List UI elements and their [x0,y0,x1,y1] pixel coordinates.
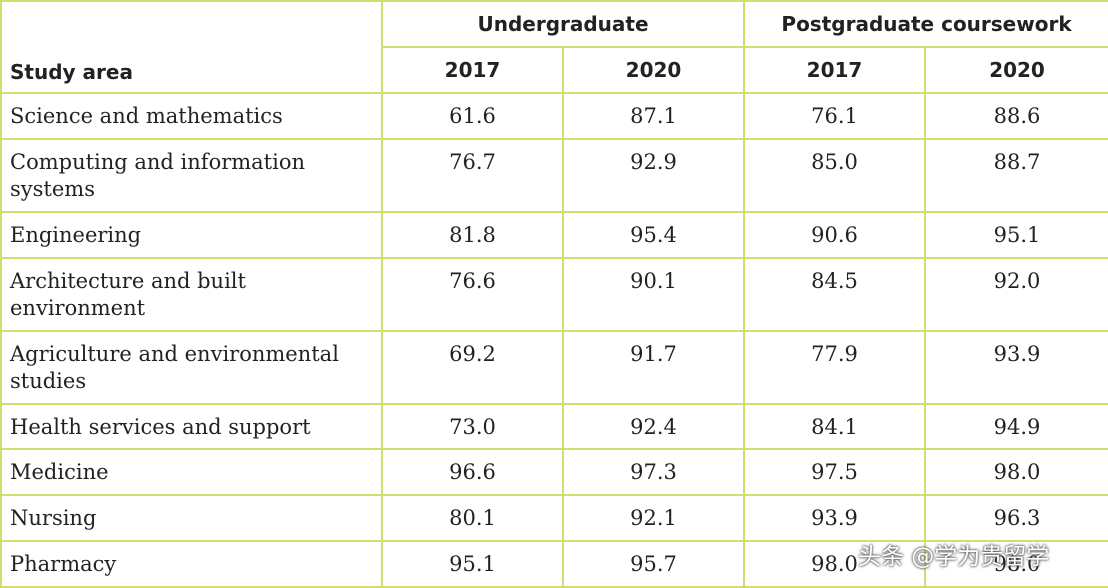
value-cell: 95.1 [381,540,564,588]
value-cell: 95.4 [561,211,746,259]
value-cell: 90.1 [561,257,746,332]
table-row: Medicine 96.6 97.3 97.5 98.0 [0,448,1108,496]
table-row: Agriculture and environmental studies 69.… [0,330,1108,405]
value-cell: 69.2 [381,330,564,405]
value-cell: 97.3 [561,448,746,496]
year-header: 2020 [924,46,1108,94]
study-area-cell: Engineering [0,211,383,259]
value-cell: 80.1 [381,494,564,542]
value-cell: 98.0 [924,448,1108,496]
table-row: Computing and information systems 76.7 92.… [0,138,1108,213]
table-row: Engineering 81.8 95.4 90.6 95.1 [0,211,1108,259]
value-cell: 92.4 [561,403,746,450]
year-header: 2017 [743,46,927,94]
value-cell: 81.8 [381,211,564,259]
value-cell: 96.3 [924,494,1108,542]
table-row: Architecture and built environment 76.6 90… [0,257,1108,332]
value-cell: 95.7 [561,540,746,588]
value-cell: 61.6 [381,92,564,140]
study-area-cell: Computing and information systems [0,138,383,213]
value-cell: 87.1 [561,92,746,140]
year-header: 2020 [561,46,746,94]
value-cell: 92.1 [561,494,746,542]
value-cell: 94.9 [924,403,1108,450]
group-header: Undergraduate [380,0,746,48]
header-row: 2017 2020 2017 2020 [1,46,1108,94]
group-header: Postgraduate coursework [743,0,1108,48]
table-row: Nursing 80.1 92.1 93.9 96.3 [0,494,1108,542]
value-cell: 90.6 [743,211,927,259]
header-row: Study area Undergraduate Postgraduate co… [0,0,1108,94]
watermark: 头条 @学为贵留学 [858,544,1050,570]
value-cell: 93.9 [924,330,1108,405]
value-cell: 84.5 [743,257,927,332]
value-cell: 84.1 [743,403,927,450]
value-cell: 92.0 [924,257,1108,332]
value-cell: 76.7 [381,138,564,213]
header-cell: Study area [0,0,383,94]
value-cell: 88.7 [924,138,1108,213]
study-area-cell: Medicine [0,448,383,496]
study-area-cell: Agriculture and environmental studies [0,330,383,405]
table-body: Science and mathematics 61.6 87.1 76.1 88.6 C… [0,92,1108,588]
value-cell: 92.9 [561,138,746,213]
value-cell: 96.6 [381,448,564,496]
study-area-cell: Pharmacy [0,540,383,588]
value-cell: 91.7 [561,330,746,405]
value-cell: 97.5 [743,448,927,496]
table-row: Science and mathematics 61.6 87.1 76.1 88.6 [0,92,1108,140]
table-row: Health services and support 73.0 92.4 84.1 9… [0,403,1108,450]
study-area-cell: Architecture and built environment [0,257,383,332]
study-area-cell: Health services and support [0,403,383,450]
value-cell: 85.0 [743,138,927,213]
year-header: 2017 [381,46,564,94]
value-cell: 76.6 [381,257,564,332]
study-area-cell: Nursing [0,494,383,542]
value-cell: 93.9 [743,494,927,542]
study-area-cell: Science and mathematics [0,92,383,140]
value-cell: 88.6 [924,92,1108,140]
value-cell: 73.0 [381,403,564,450]
value-cell: 76.1 [743,92,927,140]
value-cell: 95.1 [924,211,1108,259]
value-cell: 77.9 [743,330,927,405]
